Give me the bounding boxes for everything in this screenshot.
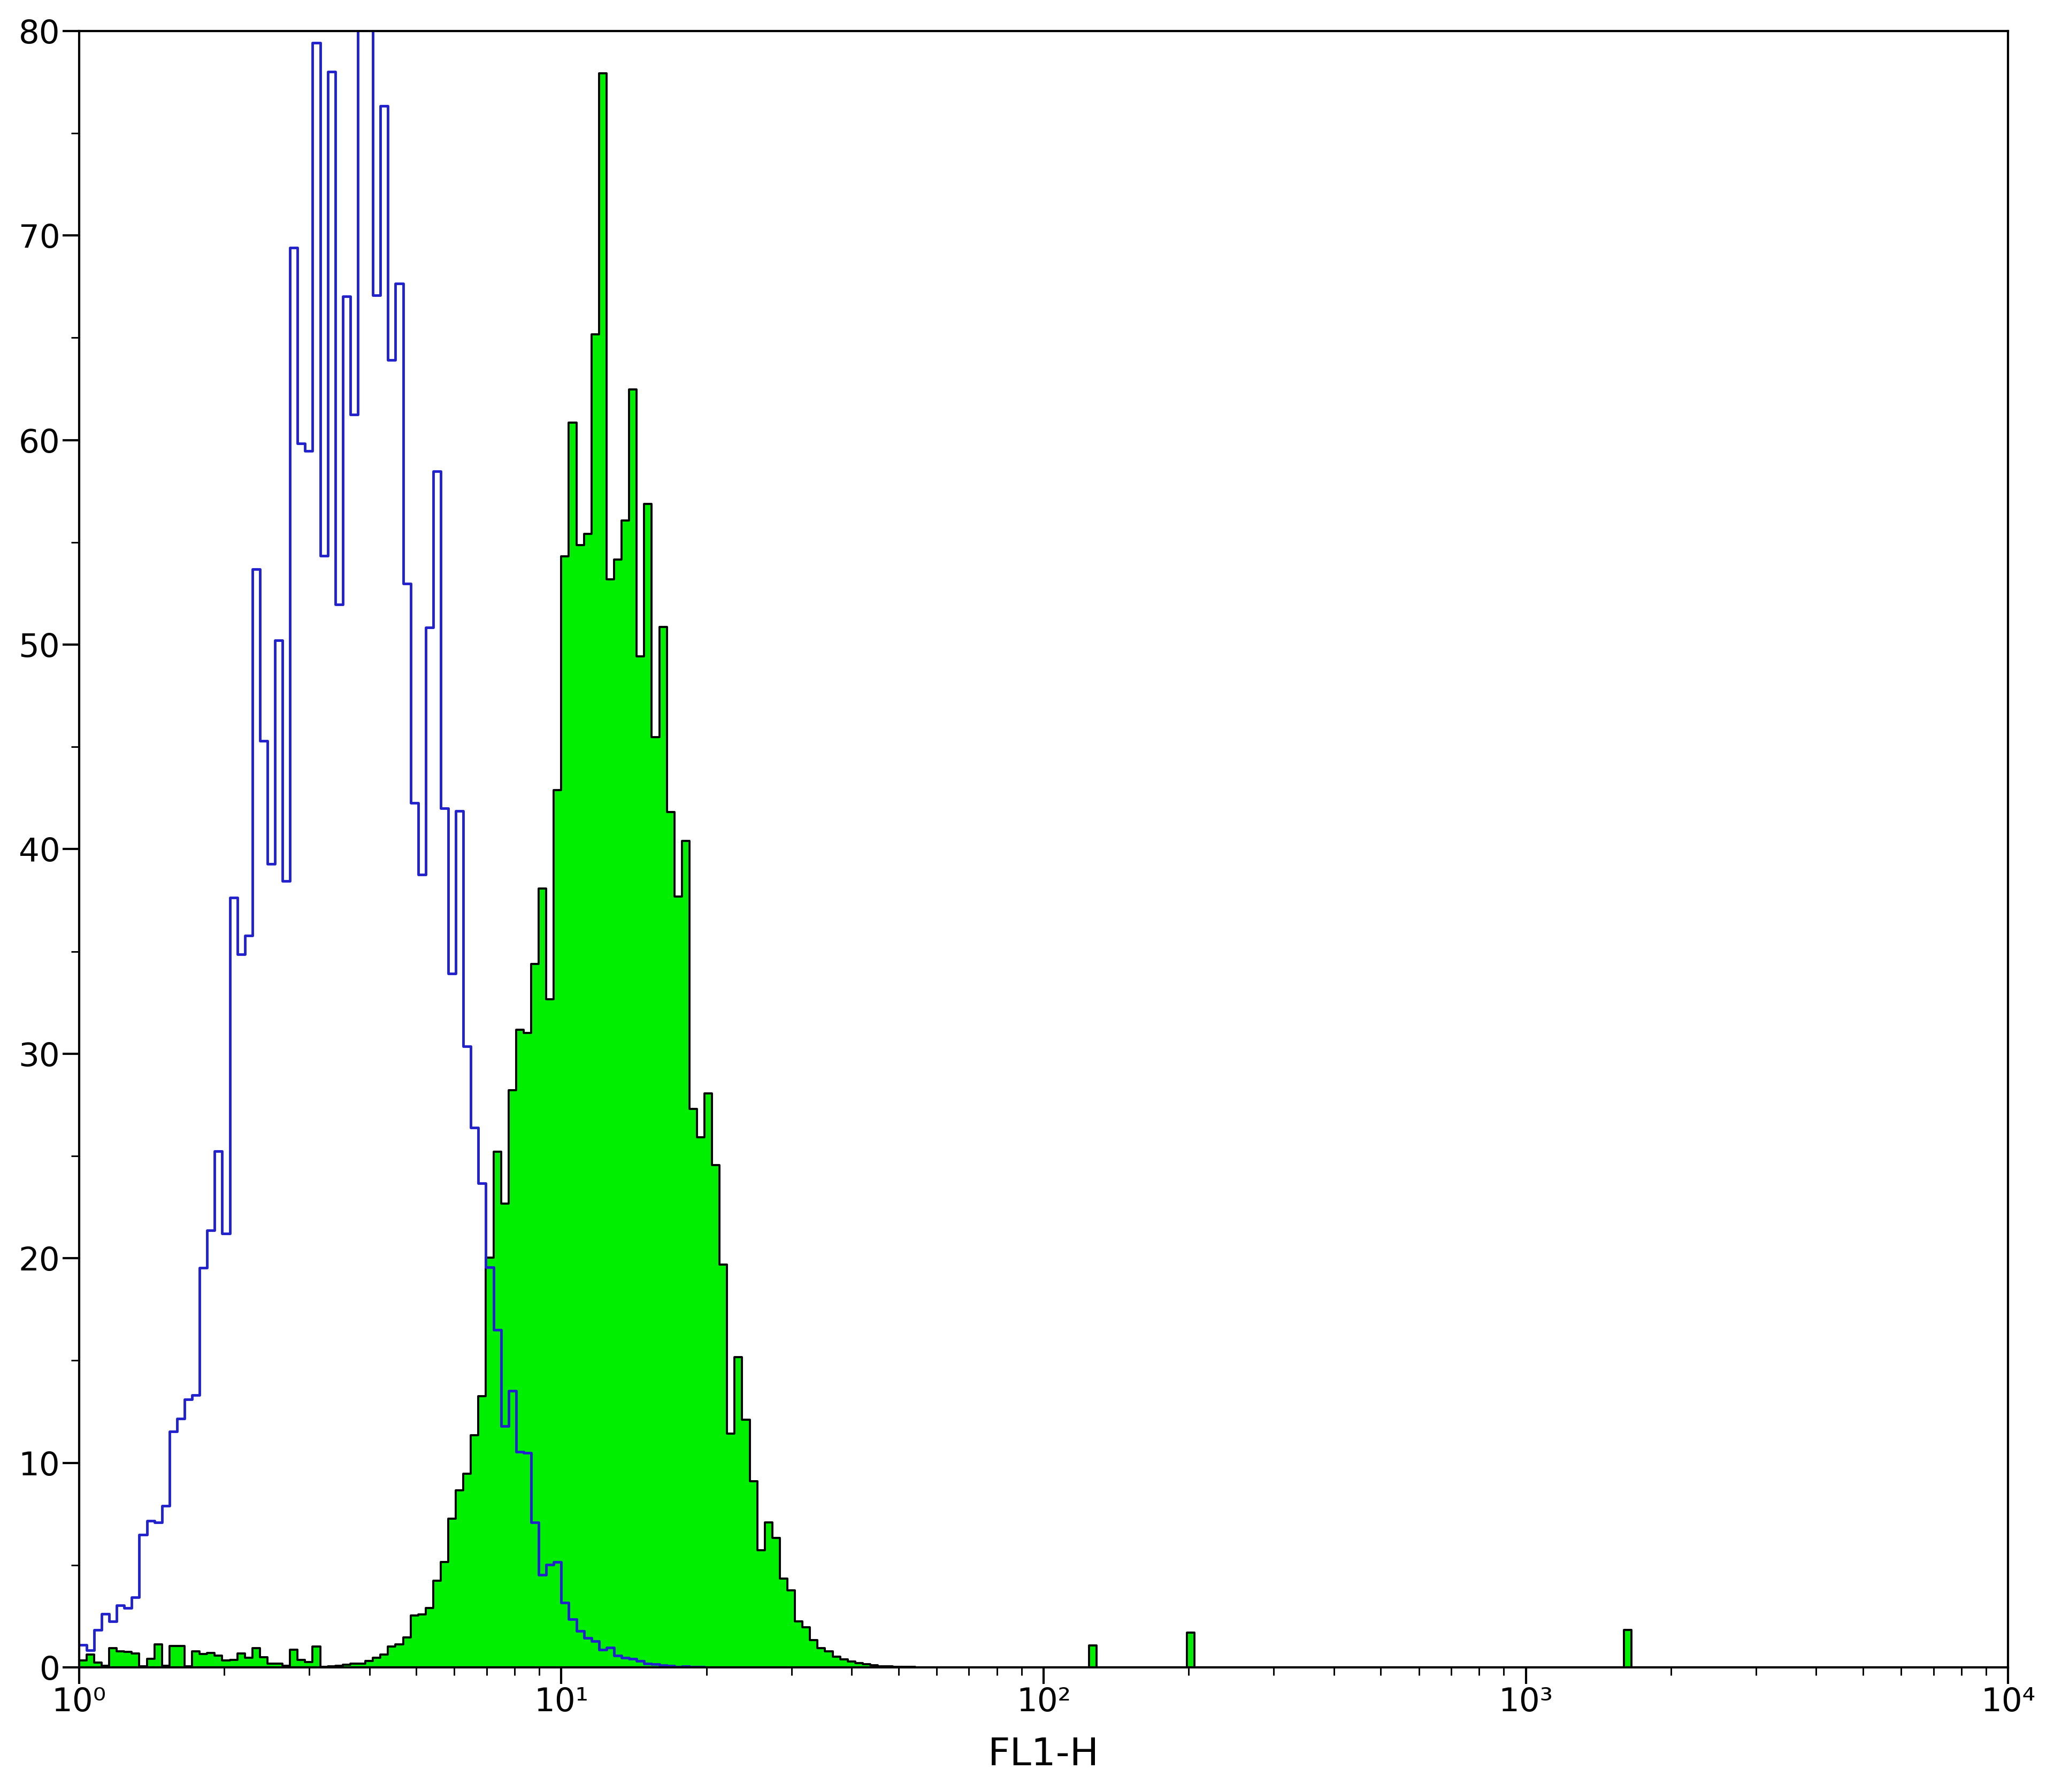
X-axis label: FL1-H: FL1-H — [988, 1736, 1099, 1774]
